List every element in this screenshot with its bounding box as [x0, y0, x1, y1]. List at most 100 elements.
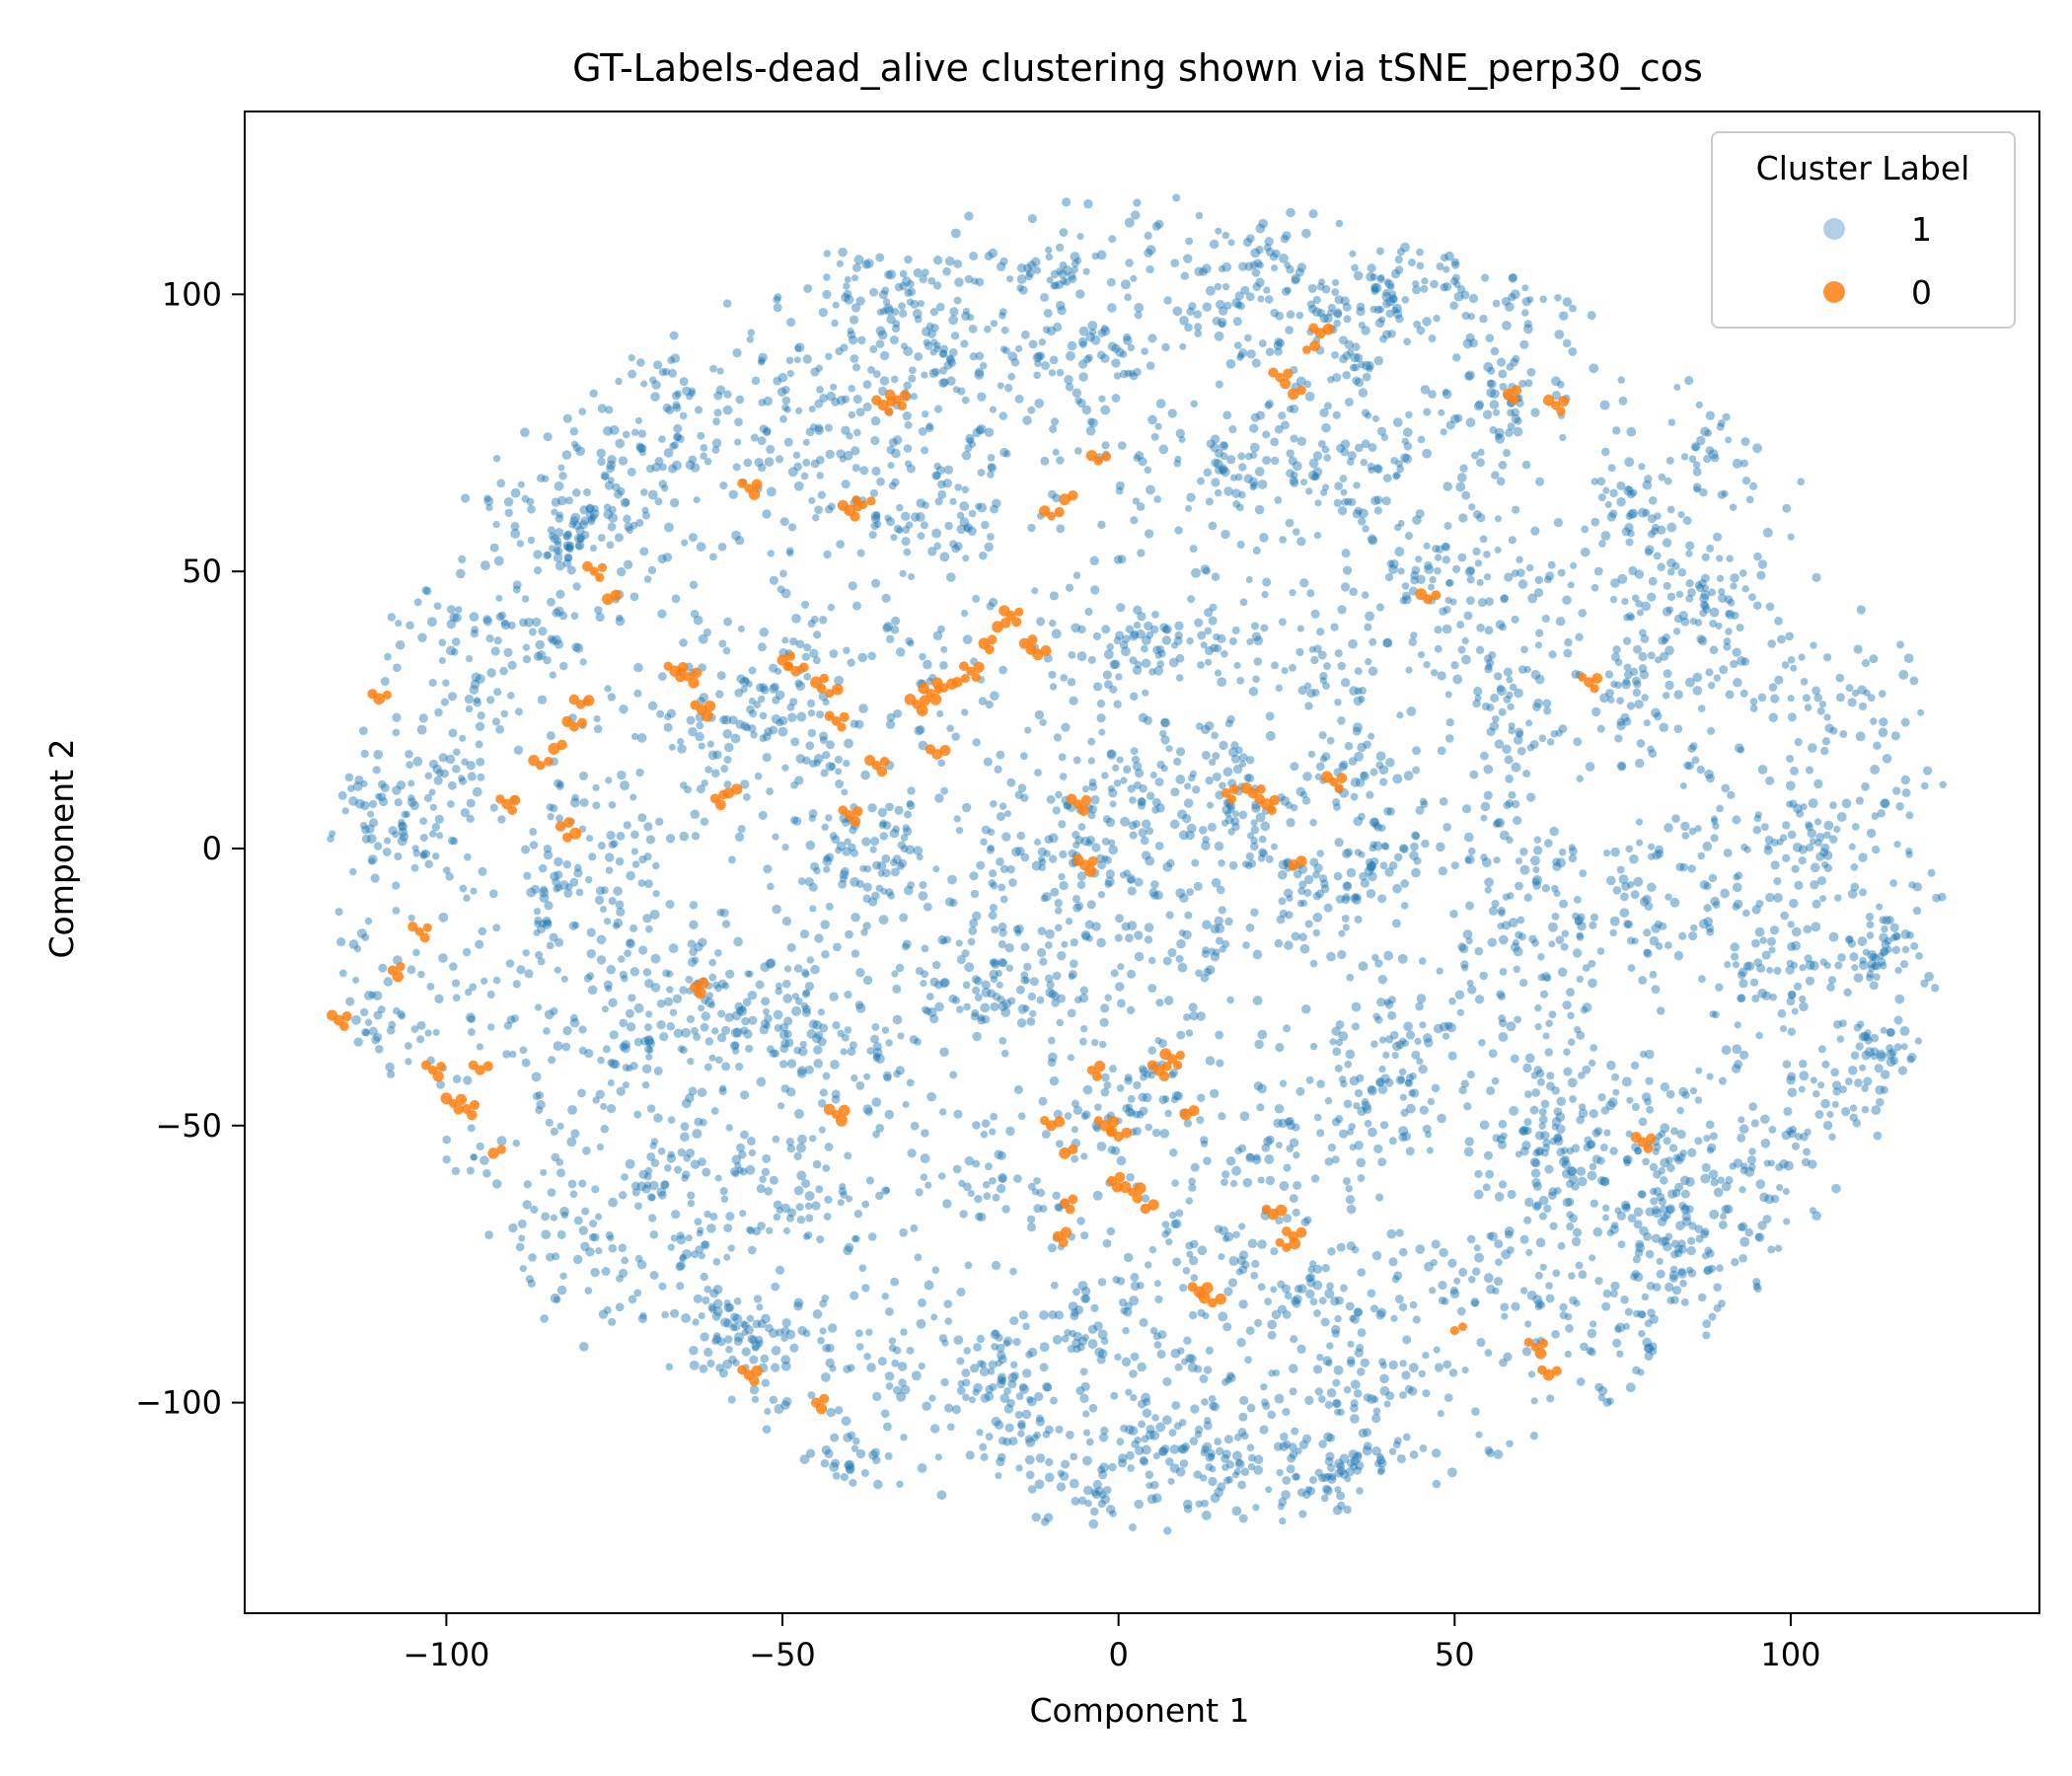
series-1-point	[907, 881, 916, 889]
series-1-point	[803, 643, 812, 652]
series-1-point	[491, 1179, 502, 1189]
series-1-point	[989, 1128, 997, 1136]
series-1-point	[1284, 286, 1292, 294]
series-1-point	[1209, 239, 1220, 250]
series-1-point	[1521, 1347, 1532, 1357]
series-1-point	[694, 1218, 703, 1226]
series-1-point	[554, 541, 562, 549]
series-1-point	[1551, 1329, 1560, 1339]
series-1-point	[1293, 1151, 1300, 1159]
series-1-point	[1530, 1168, 1541, 1178]
series-1-point	[694, 1117, 703, 1127]
series-1-point	[1373, 823, 1383, 832]
series-1-point	[607, 455, 617, 465]
series-1-point	[1168, 1211, 1177, 1220]
series-1-point	[1399, 1360, 1407, 1368]
series-1-point	[386, 1070, 396, 1078]
series-1-point	[694, 406, 703, 414]
series-1-point	[1642, 480, 1653, 490]
series-1-point	[1367, 263, 1376, 273]
series-1-point	[566, 1137, 577, 1147]
series-1-point	[1561, 1155, 1570, 1164]
series-1-point	[615, 438, 626, 449]
series-1-point	[1250, 819, 1258, 827]
series-1-point	[998, 957, 1007, 967]
series-1-point	[963, 1347, 972, 1355]
series-1-point	[814, 425, 824, 435]
series-1-point	[1851, 964, 1859, 972]
series-1-point	[1610, 1281, 1620, 1291]
series-1-point	[1511, 1301, 1520, 1311]
series-1-point	[1362, 1445, 1372, 1456]
series-1-point	[914, 351, 924, 361]
series-1-point	[1666, 505, 1675, 514]
series-1-point	[829, 1365, 837, 1372]
series-1-point	[560, 1211, 569, 1220]
series-1-point	[1559, 899, 1569, 909]
series-1-point	[1320, 1472, 1330, 1483]
series-1-point	[1845, 684, 1854, 693]
series-1-point	[773, 295, 781, 304]
series-1-point	[715, 1364, 724, 1372]
series-1-point	[555, 1158, 564, 1166]
series-1-point	[1354, 915, 1363, 924]
series-1-point	[1532, 1181, 1542, 1191]
series-1-point	[463, 1075, 473, 1085]
series-1-point	[1446, 1022, 1456, 1033]
series-1-point	[860, 770, 870, 780]
series-1-point	[1290, 478, 1299, 487]
series-1-point	[680, 1132, 690, 1143]
series-1-point	[1367, 462, 1375, 471]
series-1-point	[1511, 615, 1519, 625]
series-1-point	[1140, 836, 1149, 846]
series-1-point	[942, 266, 951, 276]
series-1-point	[1717, 1176, 1725, 1184]
series-1-point	[1081, 931, 1091, 941]
series-1-point	[1253, 1454, 1264, 1465]
series-1-point	[1603, 850, 1611, 857]
series-1-point	[1151, 1414, 1159, 1422]
series-1-point	[556, 1285, 567, 1295]
series-1-point	[990, 1329, 1000, 1340]
series-1-point	[1484, 664, 1493, 674]
series-1-point	[1785, 631, 1795, 641]
series-1-point	[1233, 1468, 1241, 1476]
series-1-point	[828, 502, 836, 511]
series-1-point	[719, 715, 728, 724]
series-1-point	[644, 979, 654, 989]
series-1-point	[861, 1200, 870, 1209]
series-1-point	[566, 565, 576, 575]
series-1-point	[1085, 425, 1096, 436]
series-1-point	[1283, 888, 1294, 898]
series-1-point	[1455, 481, 1466, 492]
series-1-point	[1687, 864, 1696, 873]
series-1-point	[1515, 857, 1522, 865]
series-1-point	[733, 1332, 744, 1343]
series-1-point	[1214, 841, 1224, 851]
series-1-point	[1109, 685, 1118, 694]
series-1-point	[1449, 1289, 1460, 1298]
series-1-point	[1895, 802, 1904, 811]
series-1-point	[1615, 1322, 1626, 1333]
series-1-point	[1289, 476, 1298, 485]
series-1-point	[719, 1187, 728, 1196]
series-1-point	[1753, 552, 1762, 561]
series-1-point	[1543, 706, 1552, 715]
series-1-point	[604, 852, 615, 862]
series-1-point	[1644, 1319, 1653, 1328]
series-1-point	[999, 345, 1007, 353]
series-1-point	[1217, 318, 1227, 328]
series-1-point	[1183, 1119, 1193, 1128]
series-1-point	[1354, 1307, 1364, 1317]
series-1-point	[613, 918, 624, 928]
series-1-point	[1589, 921, 1597, 929]
series-1-point	[1616, 697, 1624, 705]
series-1-point	[1395, 460, 1404, 468]
series-1-point	[663, 448, 674, 458]
series-1-point	[1324, 1157, 1334, 1166]
series-1-point	[1589, 1109, 1598, 1119]
series-1-point	[1080, 836, 1090, 847]
series-1-point	[1195, 1500, 1203, 1508]
series-1-point	[1606, 1397, 1614, 1405]
series-1-point	[1433, 1023, 1443, 1034]
